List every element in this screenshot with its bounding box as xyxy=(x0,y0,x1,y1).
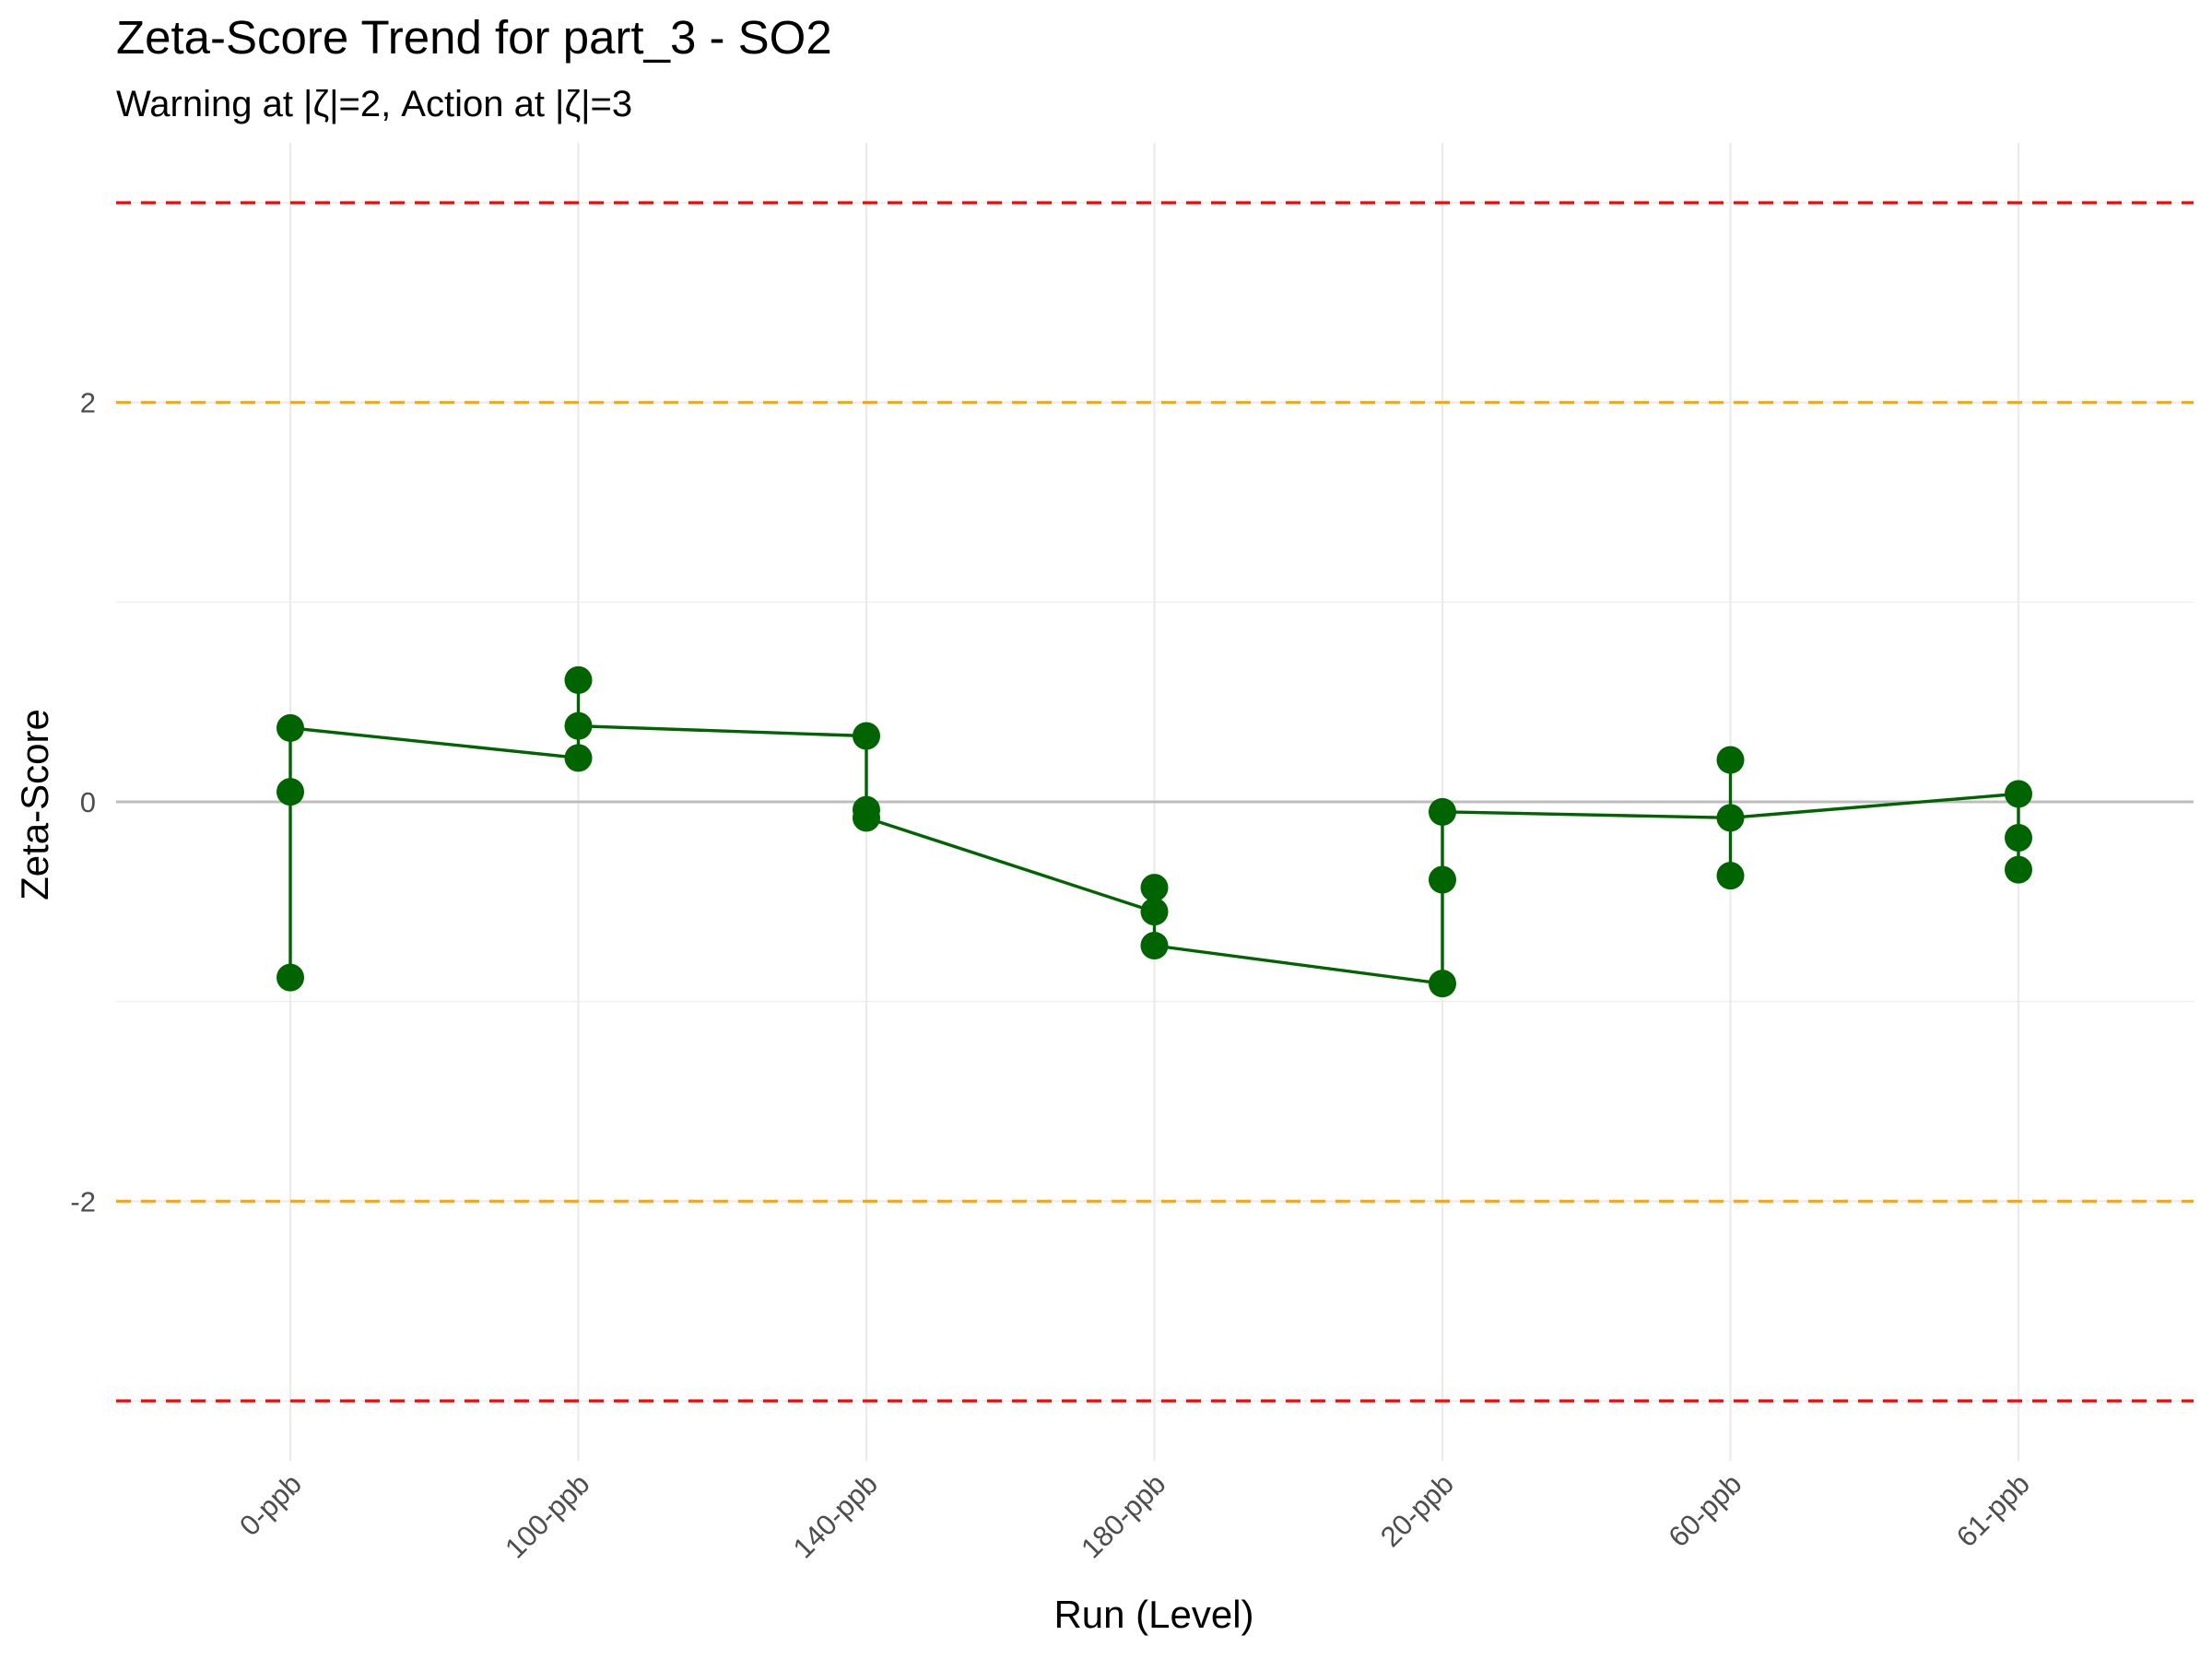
data-point xyxy=(853,804,880,832)
y-tick-labels: -2 0 2 xyxy=(70,387,96,1218)
x-tick-label: 20-ppb xyxy=(1374,1467,1460,1553)
x-tick-label: 60-ppb xyxy=(1662,1467,1747,1553)
y-axis-title: Zeta-Score xyxy=(13,709,56,900)
y-tick-label: 2 xyxy=(80,387,96,419)
x-tick-label: 180-ppb xyxy=(1075,1467,1171,1564)
x-tick-label: 140-ppb xyxy=(787,1467,884,1564)
data-point xyxy=(276,713,304,742)
data-point xyxy=(276,778,304,806)
data-point xyxy=(1429,797,1456,826)
data-point xyxy=(1716,746,1745,774)
x-axis-title: Run (Level) xyxy=(1053,1593,1253,1636)
data-point xyxy=(564,744,593,772)
data-point xyxy=(564,665,593,694)
reference-lines xyxy=(116,201,2194,1403)
y-tick-label: 0 xyxy=(80,786,96,818)
data-point xyxy=(1429,865,1456,894)
data-point xyxy=(276,963,304,992)
data-point xyxy=(2005,855,2032,884)
x-tick-label: 0-ppb xyxy=(233,1467,308,1542)
data-point xyxy=(1140,874,1169,902)
x-tick-label: 61-ppb xyxy=(1950,1467,2036,1553)
data-point xyxy=(1716,862,1745,890)
data-point xyxy=(1140,898,1169,926)
data-point xyxy=(1716,804,1745,832)
data-points-layer xyxy=(276,665,2032,998)
chart-subtitle: Warning at |ζ|=2, Action at |ζ|=3 xyxy=(116,84,632,124)
data-point xyxy=(564,712,593,740)
x-tick-labels: 0-ppb 100-ppb 140-ppb 180-ppb 20-ppb 60-ppb 61… xyxy=(233,1467,2036,1564)
data-point xyxy=(853,722,880,750)
y-tick-label: -2 xyxy=(70,1185,96,1218)
data-point xyxy=(1429,970,1456,998)
chart-title: Zeta-Score Trend for part_3 - SO2 xyxy=(116,11,832,64)
data-point xyxy=(2005,824,2032,852)
data-point xyxy=(1140,932,1169,959)
data-point xyxy=(2005,780,2032,808)
x-tick-label: 100-ppb xyxy=(499,1467,595,1564)
